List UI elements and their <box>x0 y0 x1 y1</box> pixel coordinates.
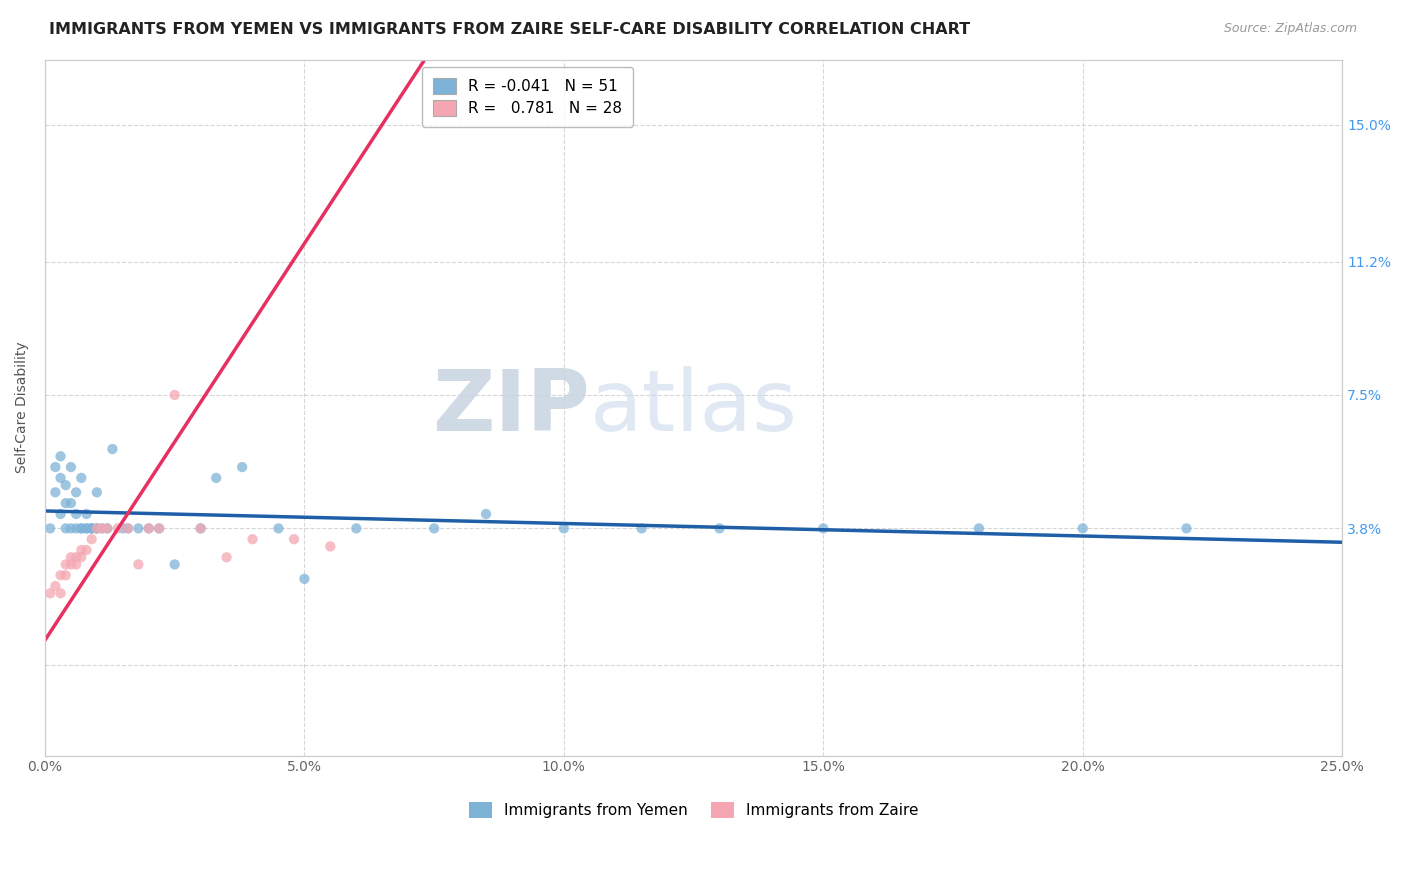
Point <box>65 521 87 535</box>
Point <box>96 521 118 535</box>
Point <box>319 540 342 554</box>
Point <box>117 521 139 535</box>
Point <box>91 521 114 535</box>
Point <box>55 496 77 510</box>
Point <box>1071 521 1094 535</box>
Point <box>49 450 72 464</box>
Point <box>65 558 87 572</box>
Point <box>44 460 66 475</box>
Point <box>344 521 367 535</box>
Point <box>190 521 212 535</box>
Point <box>967 521 990 535</box>
Point <box>231 460 253 475</box>
Point <box>86 485 108 500</box>
Text: Source: ZipAtlas.com: Source: ZipAtlas.com <box>1223 22 1357 36</box>
Point <box>76 507 98 521</box>
Legend: Immigrants from Yemen, Immigrants from Zaire: Immigrants from Yemen, Immigrants from Z… <box>463 797 924 824</box>
Point <box>55 558 77 572</box>
Point <box>59 460 82 475</box>
Point <box>80 521 103 535</box>
Point <box>553 521 575 535</box>
Point <box>86 521 108 535</box>
Point <box>127 558 149 572</box>
Point <box>76 521 98 535</box>
Point <box>70 521 93 535</box>
Point <box>813 521 835 535</box>
Text: atlas: atlas <box>589 366 797 449</box>
Point <box>163 388 186 402</box>
Point <box>86 521 108 535</box>
Point <box>55 478 77 492</box>
Point <box>138 521 160 535</box>
Point <box>117 521 139 535</box>
Point <box>70 550 93 565</box>
Point <box>59 496 82 510</box>
Point <box>49 568 72 582</box>
Point <box>267 521 290 535</box>
Point <box>39 586 62 600</box>
Point <box>111 521 134 535</box>
Point <box>86 521 108 535</box>
Point <box>65 485 87 500</box>
Point <box>148 521 170 535</box>
Point <box>76 543 98 558</box>
Text: IMMIGRANTS FROM YEMEN VS IMMIGRANTS FROM ZAIRE SELF-CARE DISABILITY CORRELATION : IMMIGRANTS FROM YEMEN VS IMMIGRANTS FROM… <box>49 22 970 37</box>
Point <box>70 471 93 485</box>
Point <box>80 521 103 535</box>
Point <box>55 568 77 582</box>
Point <box>475 507 498 521</box>
Point <box>91 521 114 535</box>
Point <box>49 507 72 521</box>
Point <box>148 521 170 535</box>
Text: ZIP: ZIP <box>432 366 589 449</box>
Point <box>70 521 93 535</box>
Point <box>423 521 446 535</box>
Point <box>65 550 87 565</box>
Point <box>80 521 103 535</box>
Point <box>80 532 103 546</box>
Point <box>127 521 149 535</box>
Point <box>59 550 82 565</box>
Point <box>59 521 82 535</box>
Point <box>49 586 72 600</box>
Point <box>44 579 66 593</box>
Point <box>630 521 652 535</box>
Point <box>44 485 66 500</box>
Y-axis label: Self-Care Disability: Self-Care Disability <box>15 342 30 474</box>
Point <box>65 507 87 521</box>
Point <box>55 521 77 535</box>
Point <box>49 471 72 485</box>
Point <box>101 442 124 456</box>
Point <box>96 521 118 535</box>
Point <box>294 572 316 586</box>
Point <box>205 471 228 485</box>
Point <box>163 558 186 572</box>
Point <box>283 532 305 546</box>
Point <box>138 521 160 535</box>
Point <box>1175 521 1198 535</box>
Point <box>709 521 731 535</box>
Point <box>215 550 238 565</box>
Point <box>70 543 93 558</box>
Point <box>59 558 82 572</box>
Point <box>39 521 62 535</box>
Point <box>76 521 98 535</box>
Point <box>190 521 212 535</box>
Point <box>242 532 264 546</box>
Point <box>107 521 129 535</box>
